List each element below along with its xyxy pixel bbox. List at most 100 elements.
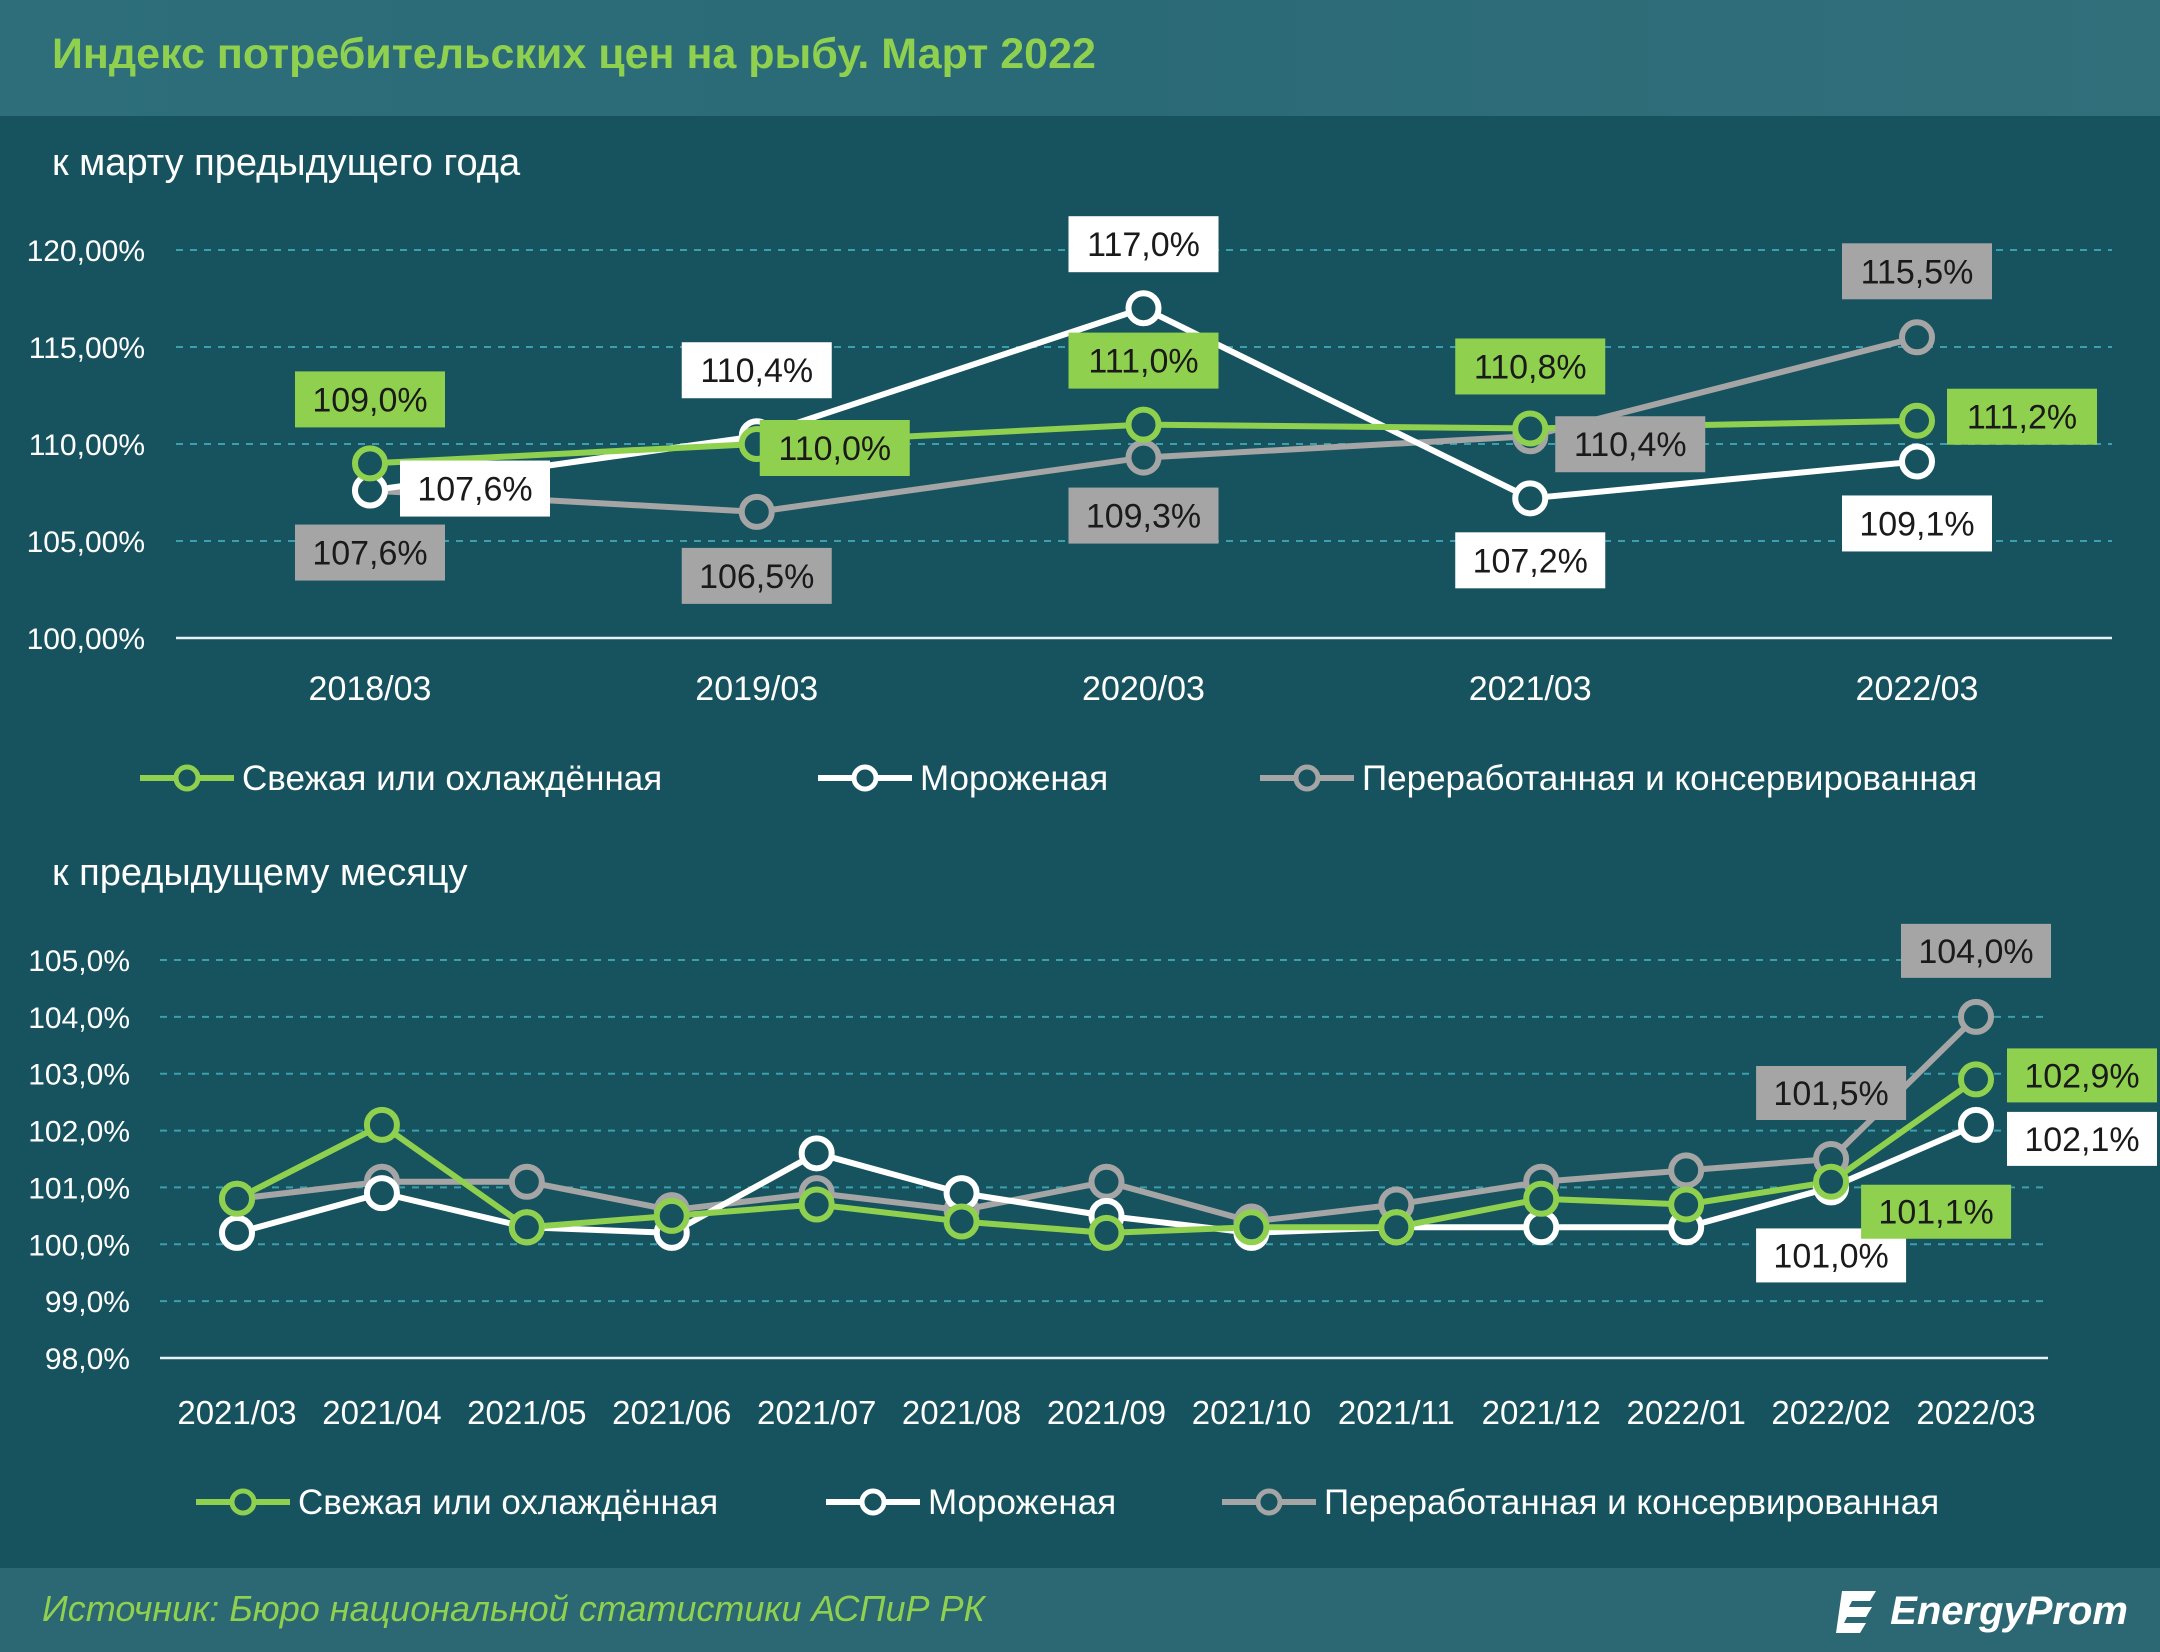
data-label: 111,0% (1088, 343, 1198, 381)
y-tick-label: 110,00% (29, 429, 145, 462)
legend-label: Свежая или охлаждённая (242, 759, 662, 798)
data-point (508, 1209, 545, 1246)
data-point (798, 1186, 835, 1223)
chart-annual: 100,00% 105,00% 110,00% 115,00% 120,00% 2018/… (27, 216, 2112, 798)
data-label-box (1455, 532, 1606, 589)
legend-label: Переработанная и консервированная (1324, 1483, 1939, 1522)
x-tick-label: 2022/01 (1627, 1394, 1746, 1431)
x-tick-label: 2021/05 (467, 1394, 586, 1431)
x-tick-label: 2021/10 (1192, 1394, 1311, 1431)
y-tick-label: 104,0% (28, 1002, 130, 1035)
data-point (1899, 402, 1935, 439)
x-tick-label: 2021/03 (177, 1394, 296, 1431)
y-tick-label: 115,00% (29, 332, 145, 365)
chart-monthly: 98,0% 99,0% 100,0% 101,0% 102,0% 103,0% 104,0%… (28, 923, 2157, 1522)
legend-item: Мороженая (818, 759, 1108, 798)
x-tick-label: 2022/03 (1856, 670, 1979, 708)
legend-marker (229, 1488, 257, 1516)
data-label: 109,0% (312, 381, 427, 419)
data-label: 111,2% (1967, 399, 2077, 437)
data-point (1899, 319, 1935, 356)
data-label: 117,0% (1087, 226, 1200, 264)
data-point (1378, 1209, 1415, 1246)
data-point (798, 1135, 835, 1172)
data-label-box (1455, 338, 1606, 395)
data-label: 104,0% (1918, 933, 2033, 971)
data-label: 102,9% (2024, 1057, 2139, 1095)
legend-marker (851, 764, 879, 792)
data-point (363, 1175, 400, 1212)
x-tick-label: 2021/09 (1047, 1394, 1166, 1431)
data-point (943, 1203, 980, 1240)
data-label: 101,0% (1773, 1237, 1888, 1275)
x-tick-label: 2021/11 (1338, 1394, 1455, 1431)
data-label: 106,5% (699, 558, 814, 596)
x-tick-label: 2019/03 (695, 670, 818, 708)
data-label: 110,0% (778, 430, 891, 468)
data-point (1512, 480, 1549, 517)
data-label-box (1947, 388, 2097, 445)
y-tick-label: 120,00% (27, 235, 145, 268)
legend-marker (173, 764, 201, 792)
data-label: 101,1% (1878, 1194, 1993, 1232)
data-label-box (1555, 416, 1706, 473)
x-tick-label: 2021/12 (1482, 1394, 1601, 1431)
data-label-box (2007, 1048, 2157, 1103)
header-bar: Индекс потребительских цен на рыбу. Март… (0, 0, 2160, 116)
x-tick-label: 2022/03 (1916, 1394, 2035, 1431)
legend-label: Переработанная и консервированная (1362, 759, 1977, 798)
data-label-box (1068, 487, 1219, 544)
legend-item: Переработанная и консервированная (1222, 1483, 1939, 1522)
y-tick-label: 100,0% (28, 1229, 130, 1262)
data-label-box (295, 371, 445, 428)
x-tick-label: 2018/03 (309, 670, 432, 708)
legend-marker (859, 1488, 887, 1516)
data-point (1668, 1152, 1705, 1189)
lightning-logo-icon (1836, 1591, 1877, 1633)
y-tick-label: 102,0% (28, 1116, 130, 1149)
data-point (219, 1180, 255, 1217)
data-label-box (1756, 1066, 1907, 1120)
data-point (1125, 290, 1162, 327)
x-tick-label: 2021/08 (902, 1394, 1021, 1431)
data-point (1899, 443, 1935, 480)
x-tick-label: 2020/03 (1082, 670, 1205, 708)
y-tick-label: 103,0% (28, 1059, 130, 1092)
data-point (1523, 1180, 1560, 1217)
data-label-box (400, 460, 550, 517)
data-point (1125, 406, 1162, 443)
data-label: 110,8% (1474, 348, 1587, 386)
data-point (1512, 410, 1549, 447)
data-point (738, 493, 775, 530)
legend-marker (1293, 764, 1321, 792)
data-label: 109,3% (1086, 498, 1201, 536)
x-tick-label: 2021/06 (612, 1394, 731, 1431)
data-point (219, 1214, 255, 1251)
data-point (352, 445, 388, 482)
data-point (1668, 1186, 1705, 1223)
legend-label: Свежая или охлаждённая (298, 1483, 718, 1522)
y-tick-label: 100,00% (27, 623, 145, 656)
data-label-box (1861, 1184, 2012, 1239)
data-point (1958, 1106, 1994, 1143)
chart-2-subtitle: к предыдущему месяцу (52, 852, 468, 894)
x-tick-label: 2022/02 (1771, 1394, 1890, 1431)
data-point (1958, 998, 1994, 1035)
data-label-box (1842, 495, 1992, 552)
x-tick-label: 2021/04 (322, 1394, 441, 1431)
x-tick-label: 2021/07 (757, 1394, 876, 1431)
data-label: 107,6% (312, 535, 427, 573)
data-label: 109,1% (1859, 505, 1974, 543)
data-label: 101,5% (1773, 1075, 1888, 1113)
legend-item: Свежая или охлаждённая (196, 1483, 718, 1522)
data-point (1813, 1163, 1850, 1200)
data-point (508, 1163, 545, 1200)
data-point (1958, 1061, 1994, 1098)
data-point (1088, 1163, 1125, 1200)
legend-marker (1255, 1488, 1283, 1516)
data-label: 115,5% (1861, 253, 1974, 291)
data-label-box (759, 420, 910, 476)
data-label: 110,4% (700, 352, 813, 390)
y-tick-label: 101,0% (28, 1172, 130, 1205)
data-label: 107,6% (417, 471, 532, 509)
